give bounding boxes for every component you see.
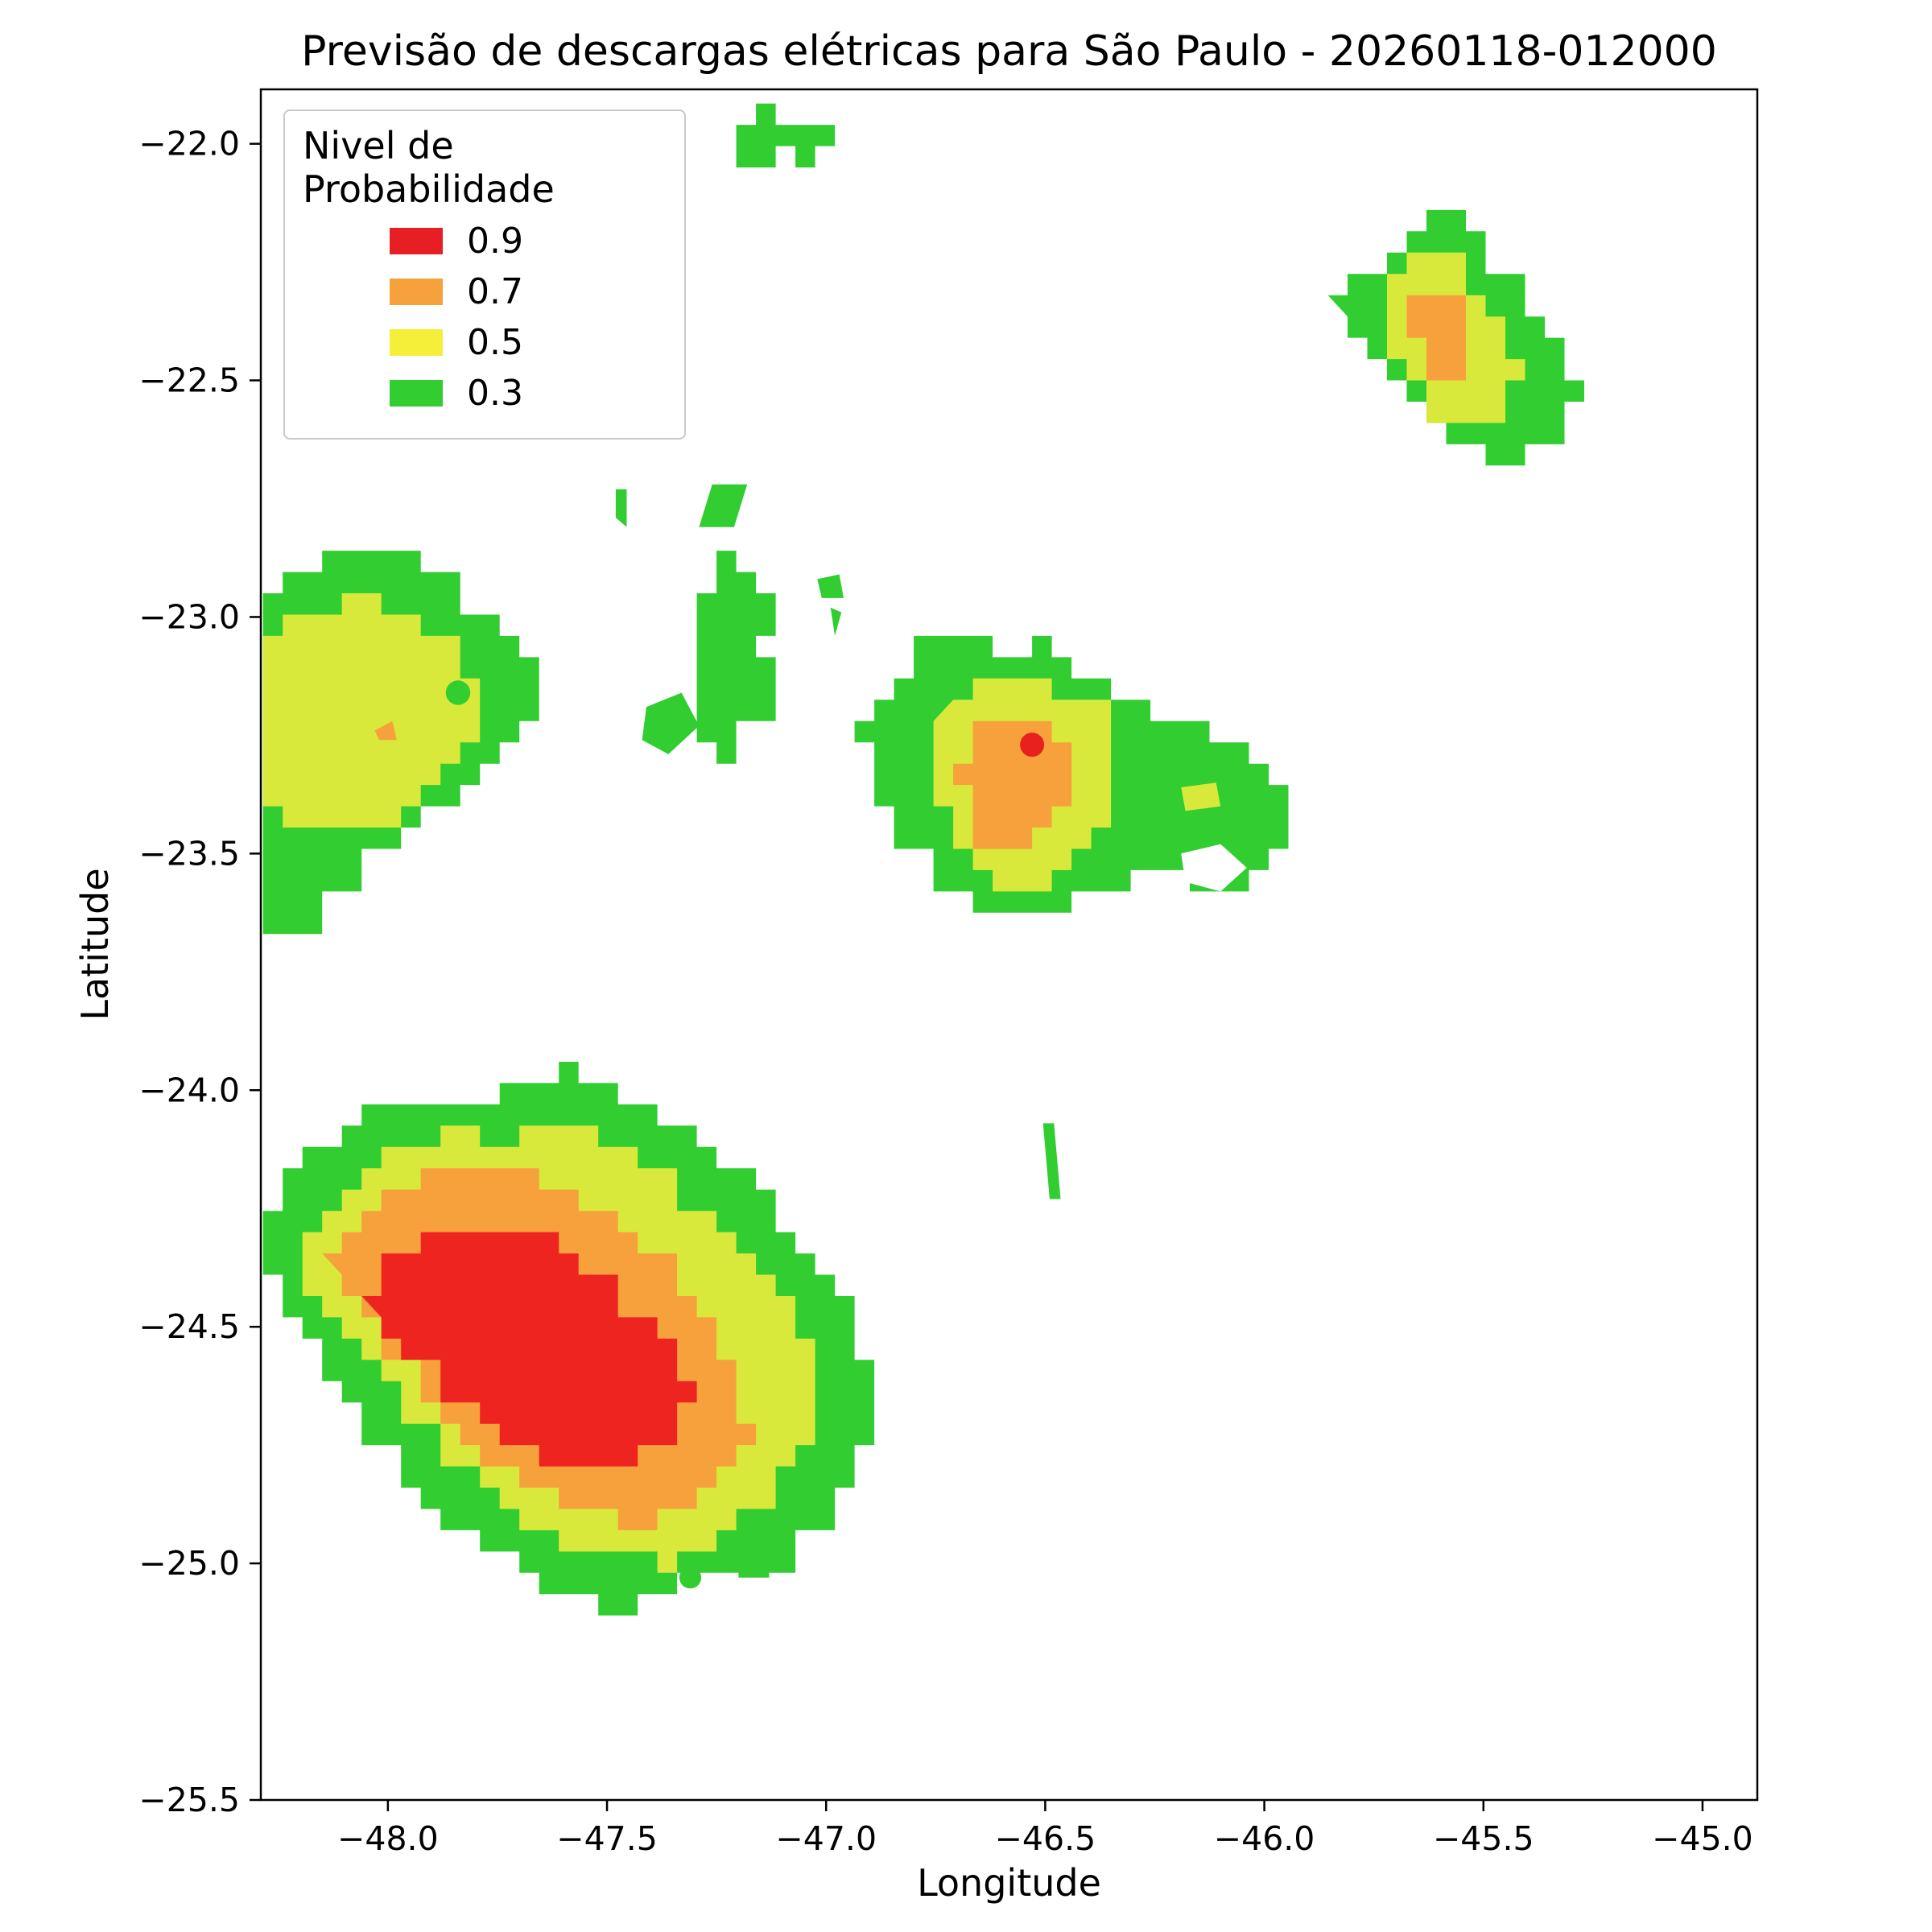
legend-label-09: 0.9 <box>467 221 523 262</box>
legend-swatch-09 <box>390 228 443 254</box>
region-mid-sliver-1 <box>615 489 627 527</box>
legend-title: Nivel de Probabilidade <box>303 124 555 211</box>
y-tick-label: −23.5 <box>138 834 240 873</box>
legend-label-03: 0.3 <box>467 373 523 414</box>
x-axis-label: Longitude <box>917 1861 1101 1905</box>
region-central-cell-p07 <box>953 720 1072 849</box>
x-tick-label: −48.0 <box>337 1819 439 1858</box>
region-west-cell-orange-speck <box>374 720 397 741</box>
x-tick-label: −47.0 <box>775 1819 877 1858</box>
region-mid-speck-1 <box>817 574 844 598</box>
x-tick-label: −46.5 <box>995 1819 1096 1858</box>
legend-entry-03: 0.3 <box>390 373 676 414</box>
legend-label-07: 0.7 <box>467 271 523 312</box>
y-tick-label: −23.0 <box>138 597 240 636</box>
region-south-sliver <box>738 1563 770 1578</box>
region-south-dot <box>679 1567 702 1589</box>
x-tick-label: −45.5 <box>1433 1819 1534 1858</box>
legend-entry-09: 0.9 <box>390 221 676 262</box>
region-mid-sliver-2 <box>699 484 748 527</box>
y-tick-label: −22.0 <box>138 125 240 163</box>
marker-dot <box>1020 733 1045 758</box>
x-tick-label: −46.0 <box>1214 1819 1315 1858</box>
y-tick-label: −25.5 <box>138 1781 240 1819</box>
legend-swatch-03 <box>390 380 443 407</box>
y-tick-label: −24.5 <box>138 1307 240 1346</box>
region-west-cell-green-dot <box>445 680 471 705</box>
region-central-cell-yellow-speck <box>1181 782 1221 811</box>
chart-title: Previsão de descargas elétricas para São… <box>301 27 1717 76</box>
legend-swatch-05 <box>390 329 443 356</box>
legend-swatch-07 <box>390 279 443 305</box>
region-south-cell-p09 <box>361 1232 697 1488</box>
region-mid-speck-2 <box>830 607 842 636</box>
x-tick-label: −45.0 <box>1652 1819 1753 1858</box>
region-east-sliver <box>1042 1123 1061 1199</box>
y-tick-label: −25.0 <box>138 1544 240 1583</box>
region-north-small-cell <box>736 103 836 167</box>
y-tick-label: −24.0 <box>138 1071 240 1109</box>
legend-entry-05: 0.5 <box>390 322 676 363</box>
legend-label-05: 0.5 <box>467 322 523 363</box>
x-tick-label: −47.5 <box>556 1819 658 1858</box>
region-northeast-cell-p07 <box>1406 274 1466 381</box>
y-tick-label: −22.5 <box>138 361 240 400</box>
region-west-cell-p05 <box>262 593 481 828</box>
legend: Nivel de Probabilidade 0.9 0.7 0.5 0.3 <box>283 109 686 440</box>
region-mid-cell-main <box>696 551 776 764</box>
region-mid-cell-west <box>642 692 700 754</box>
y-axis-label: Latitude <box>73 868 117 1021</box>
legend-entry-07: 0.7 <box>390 271 676 312</box>
axes-frame <box>259 88 1759 1802</box>
region-central-cell-hole <box>1181 844 1247 892</box>
